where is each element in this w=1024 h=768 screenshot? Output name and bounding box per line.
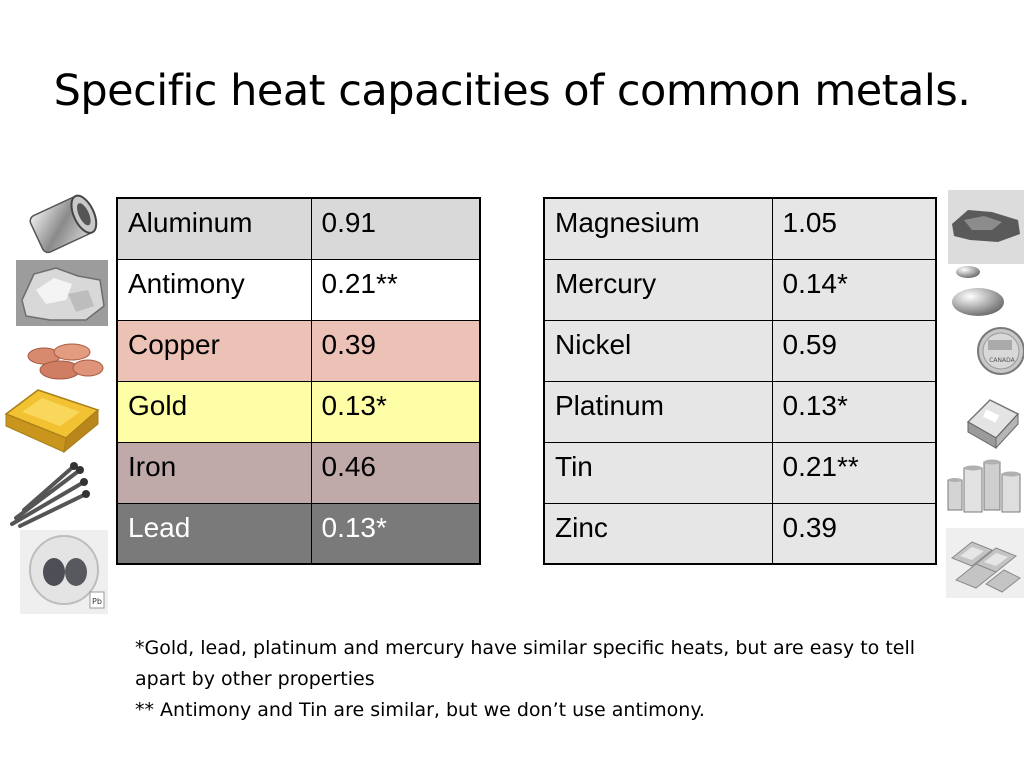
metal-name: Mercury	[543, 258, 773, 321]
specific-heat-value: 0.21**	[771, 441, 937, 504]
footnote-antimony-tin: ** Antimony and Tin are similar, but we …	[135, 699, 705, 721]
specific-heat-value: 1.05	[771, 197, 937, 260]
slide-title: Specific heat capacities of common metal…	[53, 66, 971, 116]
table-row: Iron 0.46	[116, 441, 481, 504]
magnesium-photo	[948, 190, 1024, 264]
metal-name: Tin	[543, 441, 773, 504]
specific-heat-value: 0.21**	[310, 258, 481, 321]
nickel-coin-photo: CANADA	[977, 327, 1024, 375]
mercury-photo	[952, 266, 1004, 316]
lead-photo: Pb	[20, 530, 108, 614]
specific-heat-value: 0.39	[771, 502, 937, 565]
metal-name: Copper	[116, 319, 312, 382]
coin-text: CANADA	[989, 357, 1015, 364]
footnotes: *Gold, lead, platinum and mercury have s…	[135, 633, 965, 726]
specific-heat-value: 0.46	[310, 441, 481, 504]
table-row: Nickel 0.59	[543, 319, 937, 382]
table-row: Platinum 0.13*	[543, 380, 937, 443]
tin-cans-photo	[947, 459, 1021, 513]
specific-heat-value: 0.14*	[771, 258, 937, 321]
right-metals-table: Magnesium 1.05 Mercury 0.14* Nickel 0.59…	[543, 197, 937, 565]
aluminum-photo	[29, 194, 98, 254]
gold-bar-photo	[4, 389, 100, 454]
table-row: Magnesium 1.05	[543, 197, 937, 260]
metal-name: Lead	[116, 502, 312, 565]
metal-name: Antimony	[116, 258, 312, 321]
table-row: Antimony 0.21**	[116, 258, 481, 321]
zinc-bars-photo	[946, 528, 1024, 598]
copper-photo	[27, 343, 104, 380]
specific-heat-value: 0.91	[310, 197, 481, 260]
metal-name: Platinum	[543, 380, 773, 443]
specific-heat-value: 0.39	[310, 319, 481, 382]
specific-heat-value: 0.13*	[310, 502, 481, 565]
table-row: Lead 0.13*	[116, 502, 481, 565]
left-metals-table: Aluminum 0.91 Antimony 0.21** Copper 0.3…	[116, 197, 481, 565]
metal-name: Zinc	[543, 502, 773, 565]
specific-heat-value: 0.13*	[310, 380, 481, 443]
table-row: Zinc 0.39	[543, 502, 937, 565]
table-row: Copper 0.39	[116, 319, 481, 382]
iron-nails-photo	[10, 462, 90, 528]
table-row: Gold 0.13*	[116, 380, 481, 443]
metal-name: Iron	[116, 441, 312, 504]
metal-name: Magnesium	[543, 197, 773, 260]
metal-name: Nickel	[543, 319, 773, 382]
table-row: Aluminum 0.91	[116, 197, 481, 260]
lead-label: Pb	[92, 597, 102, 606]
antimony-photo	[16, 260, 108, 326]
footnote-similar-heats: *Gold, lead, platinum and mercury have s…	[135, 637, 916, 690]
table-row: Mercury 0.14*	[543, 258, 937, 321]
specific-heat-value: 0.59	[771, 319, 937, 382]
metal-name: Gold	[116, 380, 312, 443]
specific-heat-value: 0.13*	[771, 380, 937, 443]
table-row: Tin 0.21**	[543, 441, 937, 504]
platinum-photo	[966, 399, 1020, 450]
metal-name: Aluminum	[116, 197, 312, 260]
